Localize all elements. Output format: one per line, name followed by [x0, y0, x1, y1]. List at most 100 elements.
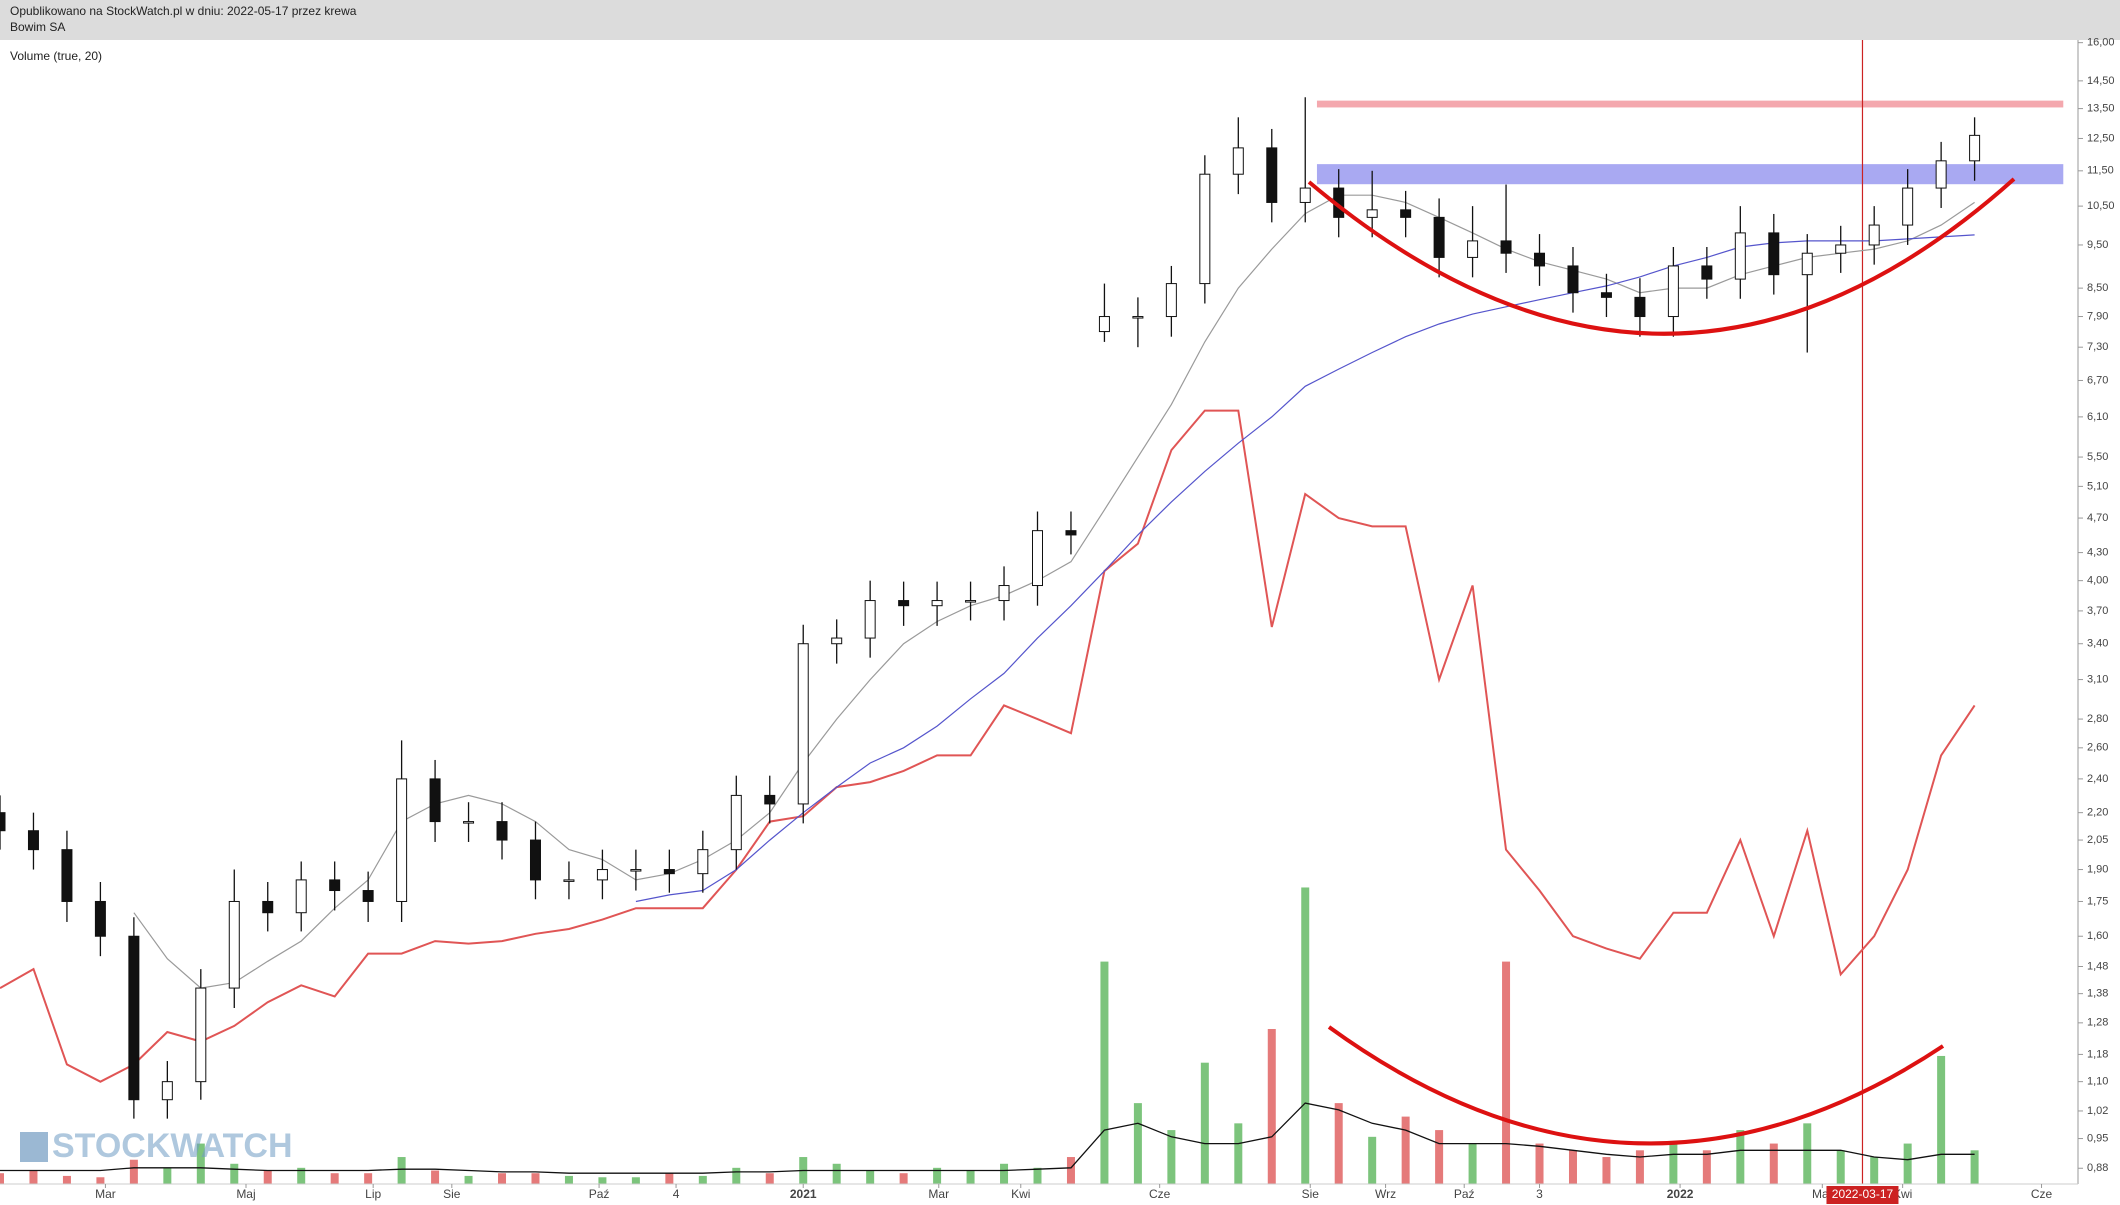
x-tick-label: Paź [1454, 1187, 1475, 1201]
candle-body [864, 600, 876, 639]
volume-bar [1803, 1123, 1812, 1184]
volume-bar [1502, 961, 1511, 1184]
volume-bar [129, 1159, 138, 1184]
indicator-line [635, 234, 1975, 903]
bands [1316, 40, 2064, 1184]
volume-bar [665, 1173, 674, 1184]
volume-bar [832, 1163, 841, 1184]
volume-average [0, 1102, 1975, 1174]
x-tick-label: 2022 [1667, 1187, 1694, 1201]
y-tick-label: 4,70 [2087, 512, 2108, 524]
candle-body [1467, 240, 1479, 258]
candle-body [496, 821, 508, 841]
y-tick-label: 3,40 [2087, 638, 2108, 650]
volume-bar [1167, 1130, 1176, 1184]
chart-title: Bowim SA [10, 20, 65, 34]
header-text: Opublikowano na StockWatch.pl w dniu: 20… [10, 4, 357, 18]
candle-body [965, 600, 977, 603]
candle-body [295, 879, 307, 914]
watermark-icon [20, 1132, 48, 1162]
candle-body [0, 812, 6, 832]
candle-body [1199, 173, 1211, 285]
volume-bar [933, 1167, 942, 1184]
candle-body [1902, 187, 1914, 226]
volume-bar [866, 1170, 875, 1184]
volume-bar [1234, 1123, 1243, 1184]
indicator-line [133, 194, 1975, 989]
volume-bar [330, 1173, 339, 1184]
volume-bar [1301, 887, 1310, 1184]
candle-body [1567, 265, 1579, 294]
volume-bar [1401, 1116, 1410, 1184]
candles [0, 97, 1981, 1119]
y-tick-label: 14,50 [2087, 75, 2115, 87]
candle-body [831, 637, 843, 645]
volume-bar [1000, 1163, 1009, 1184]
volume-bar [1100, 961, 1109, 1184]
volume-cup-arc [1327, 1025, 1945, 1146]
x-tick-label: Paź [589, 1187, 610, 1201]
volume-bar [62, 1175, 71, 1184]
volume-bar [1468, 1143, 1477, 1184]
candle-body [596, 869, 608, 881]
y-tick-label: 2,60 [2087, 742, 2108, 754]
y-tick-label: 6,70 [2087, 374, 2108, 386]
volume-bar [1033, 1167, 1042, 1184]
volume-bar [196, 1143, 205, 1184]
volume-bar [0, 1173, 4, 1184]
volume-bar [1903, 1143, 1912, 1184]
y-tick-label: 11,50 [2087, 165, 2114, 177]
candle-body [1299, 187, 1311, 203]
y-tick-label: 1,38 [2087, 988, 2108, 1000]
y-tick-label: 10,50 [2087, 200, 2115, 212]
candle-body [1969, 134, 1981, 162]
price-band [1316, 100, 2064, 108]
volume-bar [1669, 1143, 1678, 1184]
candle-body [1701, 265, 1713, 280]
candle-body [463, 821, 475, 824]
volume-bar [1066, 1157, 1075, 1184]
candle-body [1500, 240, 1512, 254]
y-tick-label: 1,75 [2087, 895, 2108, 907]
candle-body [898, 600, 910, 607]
candle-body [1534, 252, 1546, 267]
volume-bar [1568, 1150, 1577, 1184]
x-tick-label: Kwi [1011, 1187, 1030, 1201]
y-tick-label: 1,10 [2087, 1076, 2108, 1088]
y-tick-label: 16,00 [2087, 37, 2115, 49]
volume-bar [1970, 1150, 1979, 1184]
y-tick-label: 4,30 [2087, 546, 2108, 558]
volume-bar [531, 1173, 540, 1184]
volume-bar [698, 1175, 707, 1184]
y-tick-label: 9,50 [2087, 239, 2108, 251]
candle-body [61, 849, 73, 902]
x-tick-label: Maj [236, 1187, 255, 1201]
candle-body [1232, 147, 1244, 175]
candle-body [396, 778, 408, 902]
volume-bar [1736, 1130, 1745, 1184]
volume-bar [1937, 1055, 1946, 1184]
candle-body [931, 600, 943, 607]
date-marker-label: 2022-03-17 [1832, 1187, 1894, 1201]
candle-body [1433, 216, 1445, 258]
volume-bar [1602, 1157, 1611, 1184]
header-bar [0, 0, 2120, 40]
x-tick-label: Mar [928, 1187, 949, 1201]
candle-body [1098, 316, 1110, 333]
candle-body [630, 869, 642, 872]
volume-bar [1635, 1150, 1644, 1184]
candle-body [195, 987, 207, 1083]
candle-body [429, 778, 441, 823]
candle-body [563, 879, 575, 882]
y-tick-label: 1,48 [2087, 960, 2108, 972]
volume-title: Volume (true, 20) [10, 49, 102, 63]
y-tick-label: 1,90 [2087, 863, 2108, 875]
cup-arc [1307, 177, 2016, 336]
volume-bar [631, 1177, 640, 1184]
volume-bar [163, 1167, 172, 1184]
x-tick-label: 2021 [790, 1187, 817, 1201]
y-tick-label: 4,00 [2087, 575, 2108, 587]
candle-body [1835, 244, 1847, 254]
x-tick-label: Sie [1302, 1187, 1320, 1201]
y-tick-label: 3,10 [2087, 673, 2108, 685]
